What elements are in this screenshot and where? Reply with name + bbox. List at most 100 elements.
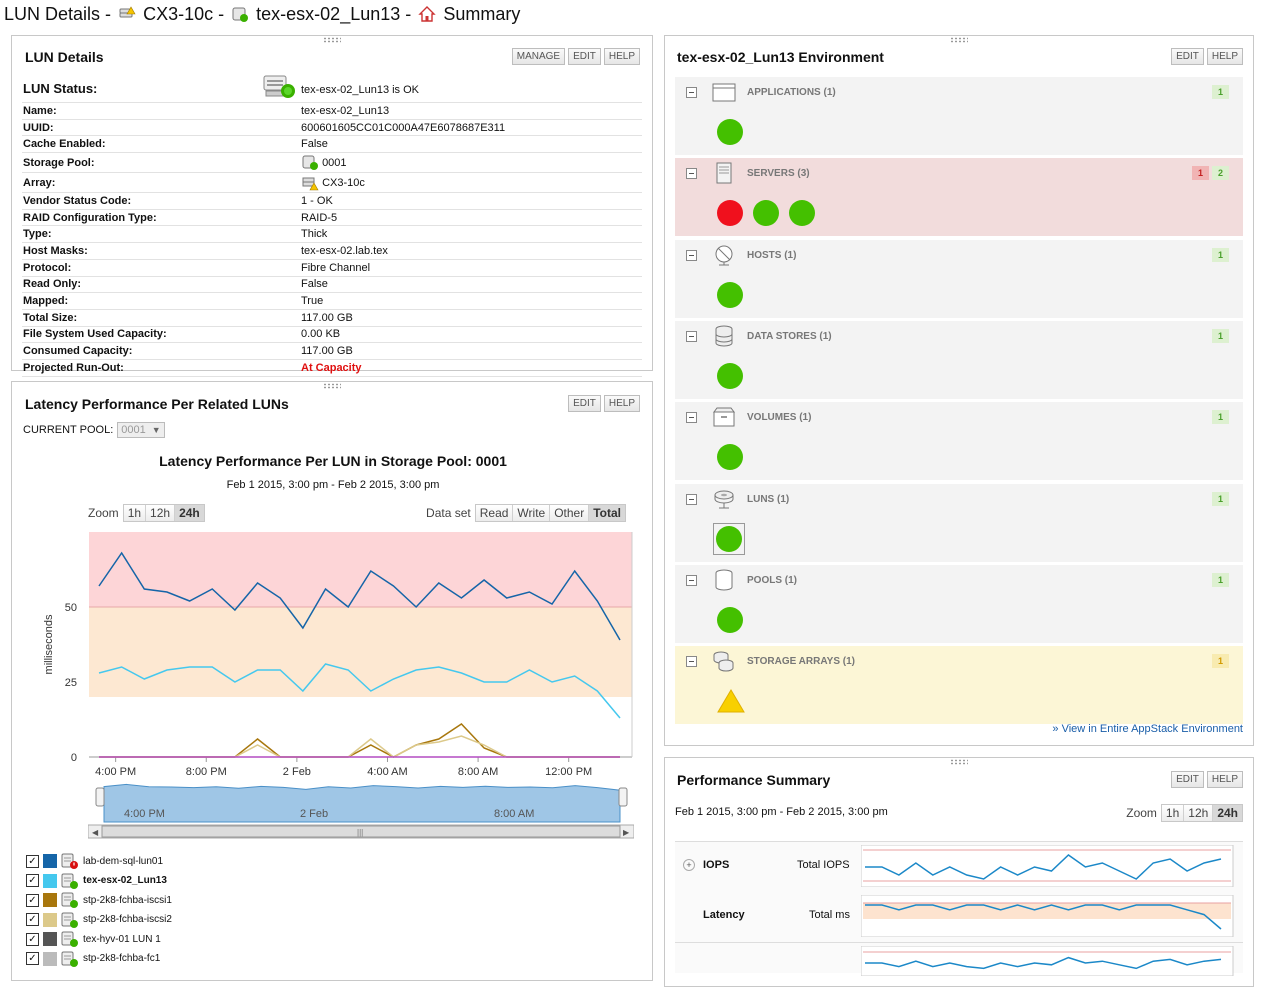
series-line-stp-2k8-fchba-iscsi1[interactable] [99, 723, 620, 758]
view-appstack-link[interactable]: » View in Entire AppStack Environment [1052, 723, 1243, 735]
dataset-other-button[interactable]: Other [550, 505, 590, 521]
critical-status-dot[interactable] [717, 200, 743, 227]
ok-status-dot[interactable] [717, 362, 743, 389]
zoom-24h-button[interactable]: 24h [175, 505, 204, 521]
env-row-label[interactable]: APPLICATIONS (1) [747, 87, 836, 98]
zoom-12h-button[interactable]: 12h [1184, 805, 1214, 821]
legend-item[interactable]: ✓ stp-2k8-fchba-iscsi2 [26, 911, 172, 929]
navigator-left-handle[interactable] [95, 787, 105, 807]
legend-item[interactable]: ✓ stp-2k8-fchba-iscsi1 [26, 891, 172, 909]
status-count-badge[interactable]: 1 [1211, 491, 1229, 506]
zoom-1h-button[interactable]: 1h [123, 505, 147, 521]
collapse-toggle[interactable] [686, 412, 697, 424]
legend-checkbox[interactable]: ✓ [26, 913, 39, 926]
env-row-label[interactable]: LUNS (1) [747, 493, 790, 505]
ok-status-dot[interactable] [753, 200, 779, 227]
help-button[interactable]: HELP [1206, 48, 1243, 65]
drag-handle[interactable] [323, 383, 341, 389]
legend-checkbox[interactable]: ✓ [26, 854, 39, 868]
collapse-toggle[interactable] [686, 87, 697, 98]
series-line-tex-esx-02-lun13[interactable] [98, 663, 621, 719]
drag-handle[interactable] [950, 37, 968, 43]
status-count-badge[interactable]: 1 [1211, 85, 1229, 99]
legend-item[interactable]: ✓ stp-2k8-fchba-fc1 [26, 950, 160, 968]
scroll-right-arrow-icon[interactable]: ▶ [623, 828, 630, 837]
env-row-label[interactable]: HOSTS (1) [747, 249, 797, 261]
help-button[interactable]: HELP [603, 395, 640, 412]
dataset-total-button[interactable]: Total [589, 505, 625, 521]
legend-item[interactable]: ✓ tex-esx-02_Lun13 [26, 872, 167, 890]
collapse-toggle[interactable] [686, 330, 697, 342]
detail-value: Thick [300, 225, 642, 244]
ok-status-dot[interactable] [717, 119, 743, 145]
series-line-stp-2k8-fchba-iscsi2[interactable] [99, 735, 620, 758]
edit-button[interactable]: EDIT [568, 48, 601, 65]
legend-checkbox[interactable]: ✓ [26, 952, 39, 965]
array-link[interactable]: CX3-10c [322, 176, 365, 189]
edit-button[interactable]: EDIT [1171, 771, 1204, 788]
legend-checkbox[interactable]: ✓ [26, 893, 39, 907]
collapse-toggle[interactable] [686, 656, 697, 668]
breadcrumb-array[interactable]: CX3-10c [143, 3, 214, 24]
status-count-badge[interactable]: 1 [1211, 410, 1229, 425]
env-row-label[interactable]: POOLS (1) [747, 574, 798, 586]
perf-row-name: IOPS [703, 859, 730, 871]
detail-row: RAID Configuration Type: RAID-5 [22, 209, 642, 227]
drag-handle[interactable] [950, 759, 968, 765]
breadcrumb-lun[interactable]: tex-esx-02_Lun13 [256, 3, 401, 24]
status-count-badge[interactable]: 1 [1211, 572, 1229, 587]
legend-label: lab-dem-sql-lun01 [83, 855, 164, 867]
detail-value: tex-esx-02.lab.tex [300, 242, 642, 260]
env-row-label[interactable]: DATA STORES (1) [747, 330, 832, 342]
breadcrumb-lun-details[interactable]: LUN Details [4, 3, 101, 24]
expand-icon[interactable]: + [683, 859, 695, 871]
ok-status-dot[interactable] [717, 281, 743, 308]
edit-button[interactable]: EDIT [1171, 48, 1204, 65]
edit-button[interactable]: EDIT [568, 395, 601, 412]
env-row-label[interactable]: VOLUMES (1) [747, 412, 812, 424]
legend-label: tex-hyv-01 LUN 1 [83, 933, 161, 945]
collapse-toggle[interactable] [686, 249, 697, 261]
breadcrumb-summary: Summary [443, 3, 521, 24]
status-count-badge[interactable]: 1 [1191, 166, 1209, 181]
status-count-badge[interactable]: 1 [1211, 328, 1229, 343]
detail-row: Protocol: Fibre Channel [22, 259, 642, 277]
series-line-lab-dem-sql-lun01[interactable] [98, 551, 621, 641]
storage-pool-link[interactable]: 0001 [322, 156, 347, 169]
selected-status-dot[interactable] [713, 522, 745, 555]
dataset-read-button[interactable]: Read [475, 505, 514, 521]
collapse-toggle[interactable] [686, 493, 697, 505]
help-button[interactable]: HELP [1206, 771, 1243, 788]
warning-status-icon[interactable] [717, 688, 745, 714]
ok-status-dot[interactable] [789, 200, 815, 227]
status-count-badge[interactable]: 1 [1211, 247, 1229, 262]
perf-row-latency: Latency Total ms [675, 892, 1243, 943]
status-count-badge[interactable]: 2 [1211, 166, 1229, 181]
collapse-toggle[interactable] [686, 574, 697, 586]
ok-status-dot[interactable] [717, 606, 743, 633]
manage-button[interactable]: MANAGE [511, 48, 566, 65]
status-count-badge[interactable]: 1 [1211, 654, 1229, 669]
chart-navigator[interactable]: 4:00 PM 2 Feb 8:00 AM ◀ ▶ ||| [88, 780, 634, 840]
env-row-label[interactable]: STORAGE ARRAYS (1) [747, 656, 855, 668]
env-row-label[interactable]: SERVERS (3) [747, 168, 810, 180]
legend-item[interactable]: ✓ lab-dem-sql-lun01 [26, 852, 163, 870]
dataset-write-button[interactable]: Write [513, 505, 551, 521]
navigator-scrollbar-thumb[interactable] [101, 825, 621, 838]
collapse-toggle[interactable] [686, 168, 697, 180]
scroll-left-arrow-icon[interactable]: ◀ [92, 828, 99, 837]
ok-status-dot[interactable] [717, 444, 743, 471]
legend-checkbox[interactable]: ✓ [26, 874, 39, 887]
navigator-right-handle[interactable] [618, 787, 628, 807]
legend-item[interactable]: ✓ tex-hyv-01 LUN 1 [26, 930, 161, 948]
perf-row-metric: Total IOPS [797, 859, 850, 871]
zoom-24h-button[interactable]: 24h [1213, 805, 1242, 821]
legend-swatch [43, 932, 57, 946]
current-pool-select[interactable]: 0001 ▼ [117, 422, 165, 438]
zoom-1h-button[interactable]: 1h [1161, 805, 1185, 821]
legend-checkbox[interactable]: ✓ [26, 932, 39, 946]
current-pool-label: CURRENT POOL: [23, 424, 114, 436]
drag-handle[interactable] [323, 37, 341, 43]
zoom-12h-button[interactable]: 12h [146, 505, 176, 521]
help-button[interactable]: HELP [603, 48, 640, 65]
